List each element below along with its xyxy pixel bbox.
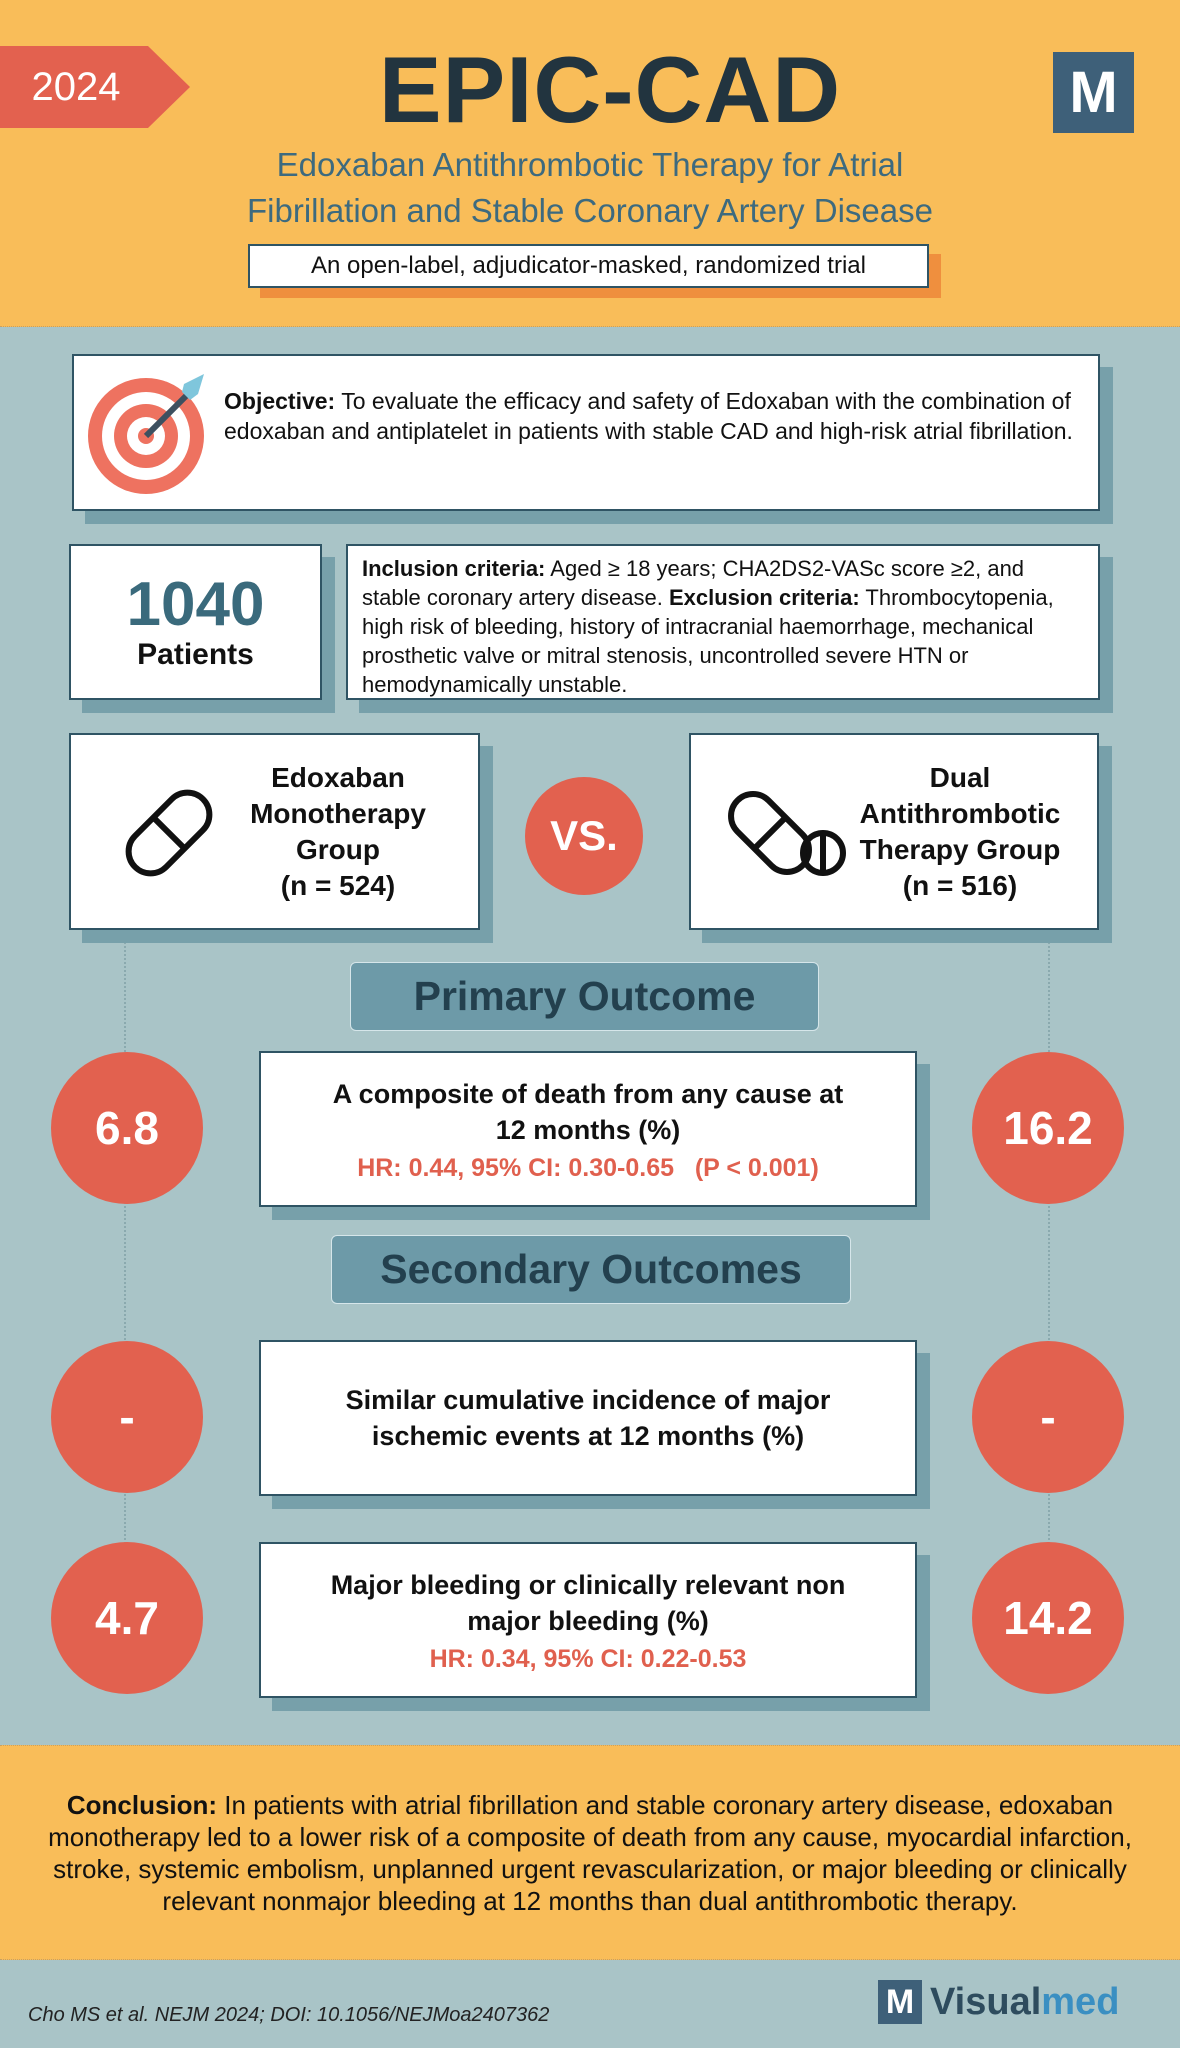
outcome-box: A composite of death from any cause at 1… [259, 1051, 917, 1207]
patients-label: Patients [137, 638, 254, 671]
brand: Visualmed [930, 1979, 1119, 2025]
objective-label: Objective: [224, 388, 336, 414]
brand-part: med [1041, 1981, 1120, 2023]
group-label: Dual Antithrombotic Therapy Group (n = 51… [855, 735, 1065, 928]
conclusion: Conclusion: In patients with atrial fibr… [26, 1789, 1154, 1917]
group-n: (n = 524) [280, 869, 396, 901]
group-box: Edoxaban Monotherapy Group (n = 524) [69, 733, 480, 930]
conclusion-band: Conclusion: In patients with atrial fibr… [0, 1745, 1180, 1960]
outcome-stats: HR: 0.34, 95% CI: 0.22-0.53 [429, 1644, 747, 1673]
group-box: Dual Antithrombotic Therapy Group (n = 51… [689, 733, 1099, 930]
exclusion-label: Exclusion criteria: [668, 585, 860, 610]
objective-body: To evaluate the efficacy and safety of E… [224, 388, 1073, 444]
value-circle: 14.2 [972, 1542, 1124, 1694]
criteria-box: Inclusion criteria: Aged ≥ 18 years; CHA… [346, 544, 1100, 700]
subtitle-line: Fibrillation and Stable Coronary Artery … [247, 192, 933, 229]
outcome-title: Similar cumulative incidence of major is… [345, 1385, 831, 1451]
citation: Cho MS et al. NEJM 2024; DOI: 10.1056/NE… [28, 2004, 550, 2026]
pill-icon [125, 789, 213, 877]
vs-badge: VS. [525, 777, 643, 895]
patients-box: 1040 Patients [69, 544, 322, 700]
outcome-box: Major bleeding or clinically relevant no… [259, 1542, 917, 1698]
section-heading: Primary Outcome [350, 962, 819, 1031]
title: EPIC-CAD [378, 37, 842, 142]
outcome-box: Similar cumulative incidence of major is… [259, 1340, 917, 1496]
inclusion-text: Aged ≥ 18 years; CHA2DS2-VASc score ≥2, … [362, 556, 1025, 610]
value-circle: 16.2 [972, 1052, 1124, 1204]
connector [1048, 930, 1050, 1620]
exclusion-text: Thrombocytopenia, high risk of bleeding,… [362, 585, 1054, 697]
brand-part: Visual [930, 1981, 1042, 2023]
design-box: An open-label, adjudicator-masked, rando… [248, 244, 929, 288]
group-n: (n = 516) [902, 869, 1018, 901]
value-circle: 4.7 [51, 1542, 203, 1694]
year-badge-shape [0, 46, 190, 128]
logo: M [1053, 52, 1134, 133]
conclusion-label: Conclusion: [66, 1789, 218, 1820]
target-icon [88, 374, 204, 494]
objective-text: Objective: To evaluate the efficacy and … [224, 386, 1089, 446]
value-circle: - [972, 1341, 1124, 1493]
pills-icon [728, 791, 846, 876]
outcome-stats: HR: 0.44, 95% CI: 0.30-0.65 (P < 0.001) [357, 1153, 819, 1182]
value-circle: - [51, 1341, 203, 1493]
group-label: Edoxaban Monotherapy Group (n = 524) [233, 735, 443, 928]
subtitle: Edoxaban Antithrombotic Therapy for Atri… [140, 142, 1040, 234]
conclusion-text: In patients with atrial fibrillation and… [48, 1789, 1132, 1916]
outcome-title: A composite of death from any cause at 1… [332, 1078, 844, 1145]
group-name: Dual Antithrombotic Therapy Group [859, 761, 1061, 865]
connector [124, 930, 126, 1620]
brand-logo: M [878, 1980, 922, 2024]
section-heading: Secondary Outcomes [331, 1235, 851, 1304]
inclusion-label: Inclusion criteria: [362, 556, 546, 581]
year: 2024 [31, 65, 121, 109]
patients-count: 1040 [126, 570, 265, 639]
outcome-title: Major bleeding or clinically relevant no… [330, 1569, 846, 1636]
objective-box: Objective: To evaluate the efficacy and … [72, 354, 1100, 511]
subtitle-line: Edoxaban Antithrombotic Therapy for Atri… [276, 146, 904, 183]
value-circle: 6.8 [51, 1052, 203, 1204]
group-name: Edoxaban Monotherapy Group [250, 761, 426, 865]
